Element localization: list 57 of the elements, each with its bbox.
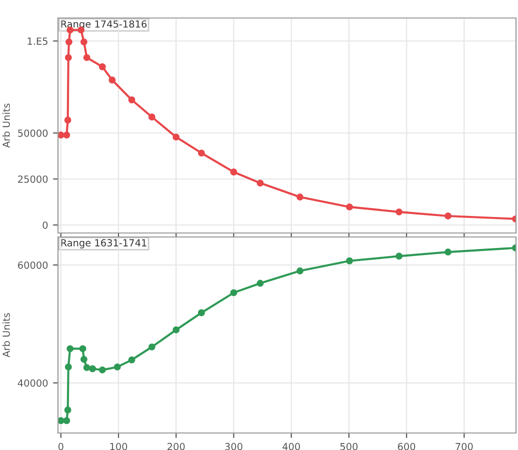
point: [63, 132, 70, 138]
point: [256, 180, 264, 187]
x-tick-label: 500: [340, 442, 358, 450]
point: [346, 257, 353, 264]
point: [172, 326, 180, 334]
point: [63, 417, 70, 424]
point: [80, 356, 88, 363]
y-tick-label: 0: [42, 221, 48, 229]
point: [198, 309, 205, 316]
point: [128, 356, 136, 364]
point: [256, 280, 264, 287]
point: [198, 150, 205, 157]
chart-title: Range 1631-1741: [61, 239, 146, 248]
point: [108, 76, 116, 84]
point: [64, 54, 72, 62]
point: [230, 289, 238, 296]
point: [79, 345, 86, 352]
point: [346, 203, 353, 210]
point: [80, 38, 88, 46]
point: [64, 364, 72, 370]
y-tick-label: 50000: [18, 129, 48, 137]
x-tick-label: 600: [398, 442, 416, 450]
point: [148, 343, 156, 350]
point: [64, 116, 72, 124]
point: [444, 212, 452, 220]
point: [296, 267, 304, 274]
x-tick-label: 300: [225, 442, 242, 450]
x-tick-label: 0: [58, 442, 64, 450]
point: [65, 38, 72, 46]
x-tick-label: 200: [168, 442, 185, 450]
point: [296, 194, 304, 200]
y-axis-title: Arb Units: [2, 104, 10, 148]
point: [98, 63, 106, 70]
point: [396, 252, 403, 260]
point: [64, 406, 72, 414]
point: [148, 114, 156, 120]
point: [230, 168, 238, 176]
y-tick-label: 25000: [18, 175, 48, 183]
point: [172, 134, 180, 141]
point: [98, 366, 106, 374]
x-tick-label: 700: [456, 442, 473, 450]
y-tick-label: 40000: [18, 379, 48, 387]
y-axis-title: Arb Units: [2, 313, 10, 358]
x-tick-label: 100: [110, 442, 128, 450]
point: [444, 248, 452, 256]
y-tick-label: 1.E5: [28, 38, 48, 45]
point: [83, 364, 90, 372]
x-tick-label: 400: [282, 442, 300, 450]
point: [58, 417, 64, 424]
point: [114, 364, 121, 370]
point: [83, 54, 90, 62]
point: [396, 208, 403, 216]
point: [66, 345, 74, 352]
point: [58, 132, 64, 138]
point: [89, 365, 96, 372]
point: [128, 96, 136, 104]
y-tick-label: 60000: [18, 261, 48, 269]
